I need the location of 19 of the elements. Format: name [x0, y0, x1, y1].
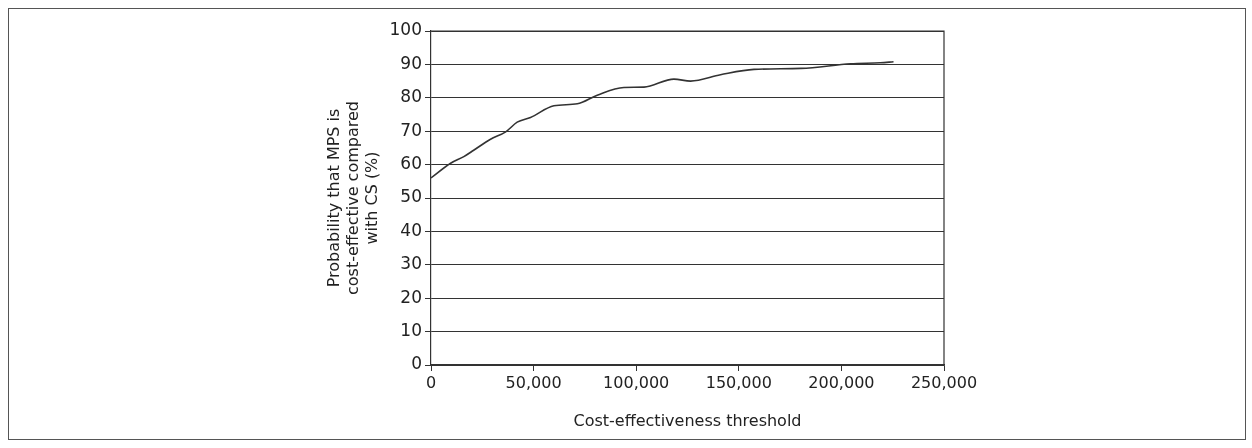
- y-tick-label: 50: [400, 186, 422, 207]
- x-tick-label: 50,000: [505, 372, 562, 392]
- y-tick-label: 20: [400, 286, 422, 307]
- y-tick-label: 100: [389, 19, 422, 40]
- y-tick-label: 30: [400, 253, 422, 274]
- x-tick-label: 100,000: [603, 372, 670, 392]
- x-tick-label: 150,000: [705, 372, 772, 392]
- y-axis-title: Probability that MPS is cost-effective compared with CS (%): [323, 101, 382, 295]
- x-axis-title: Cost-effectiveness threshold: [573, 410, 802, 430]
- x-tick-label: 0: [425, 372, 437, 392]
- y-tick-label: 60: [400, 153, 422, 174]
- x-tick-label: 200,000: [808, 372, 875, 392]
- y-tick-label: 0: [411, 353, 422, 374]
- y-tick-label: 10: [400, 320, 422, 341]
- y-tick-label: 90: [400, 52, 422, 73]
- y-tick-label: 70: [400, 119, 422, 140]
- y-tick-label: 80: [400, 86, 422, 107]
- y-tick-label: 40: [400, 219, 422, 240]
- x-tick-label: 250,000: [910, 372, 978, 392]
